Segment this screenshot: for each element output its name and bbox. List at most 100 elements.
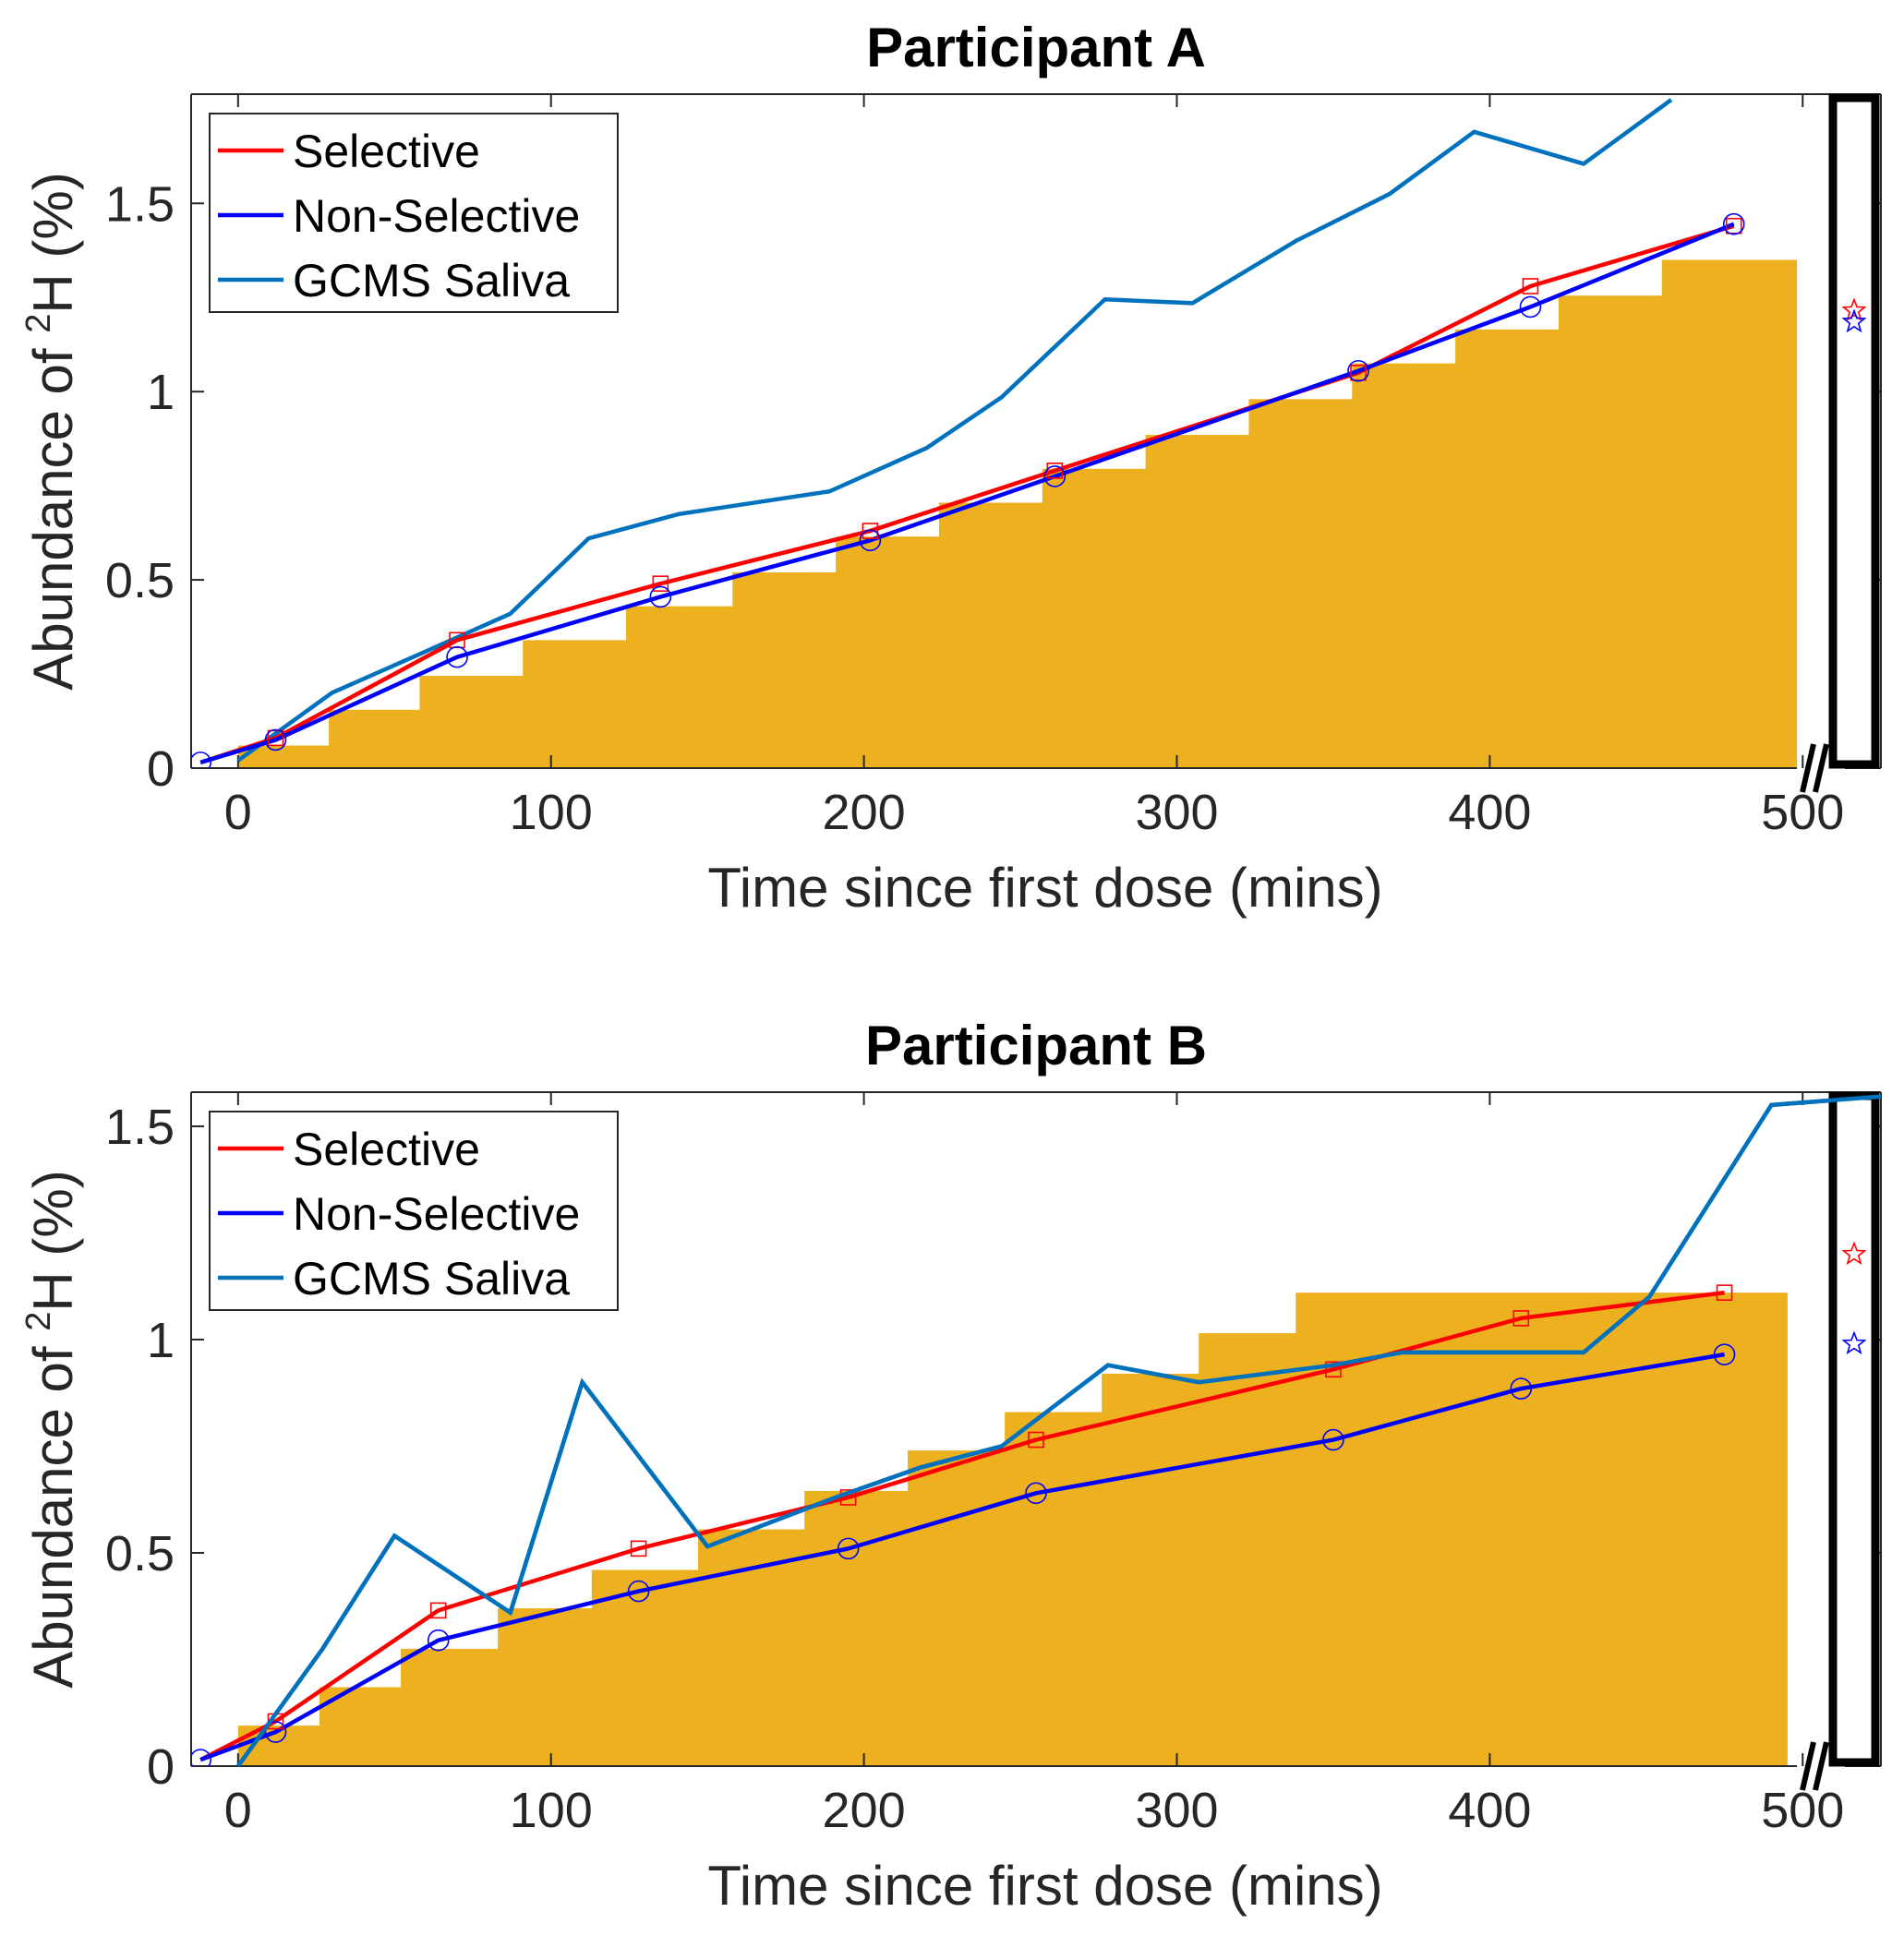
bar-8 <box>1005 1412 1103 1766</box>
axis-break-mark <box>1800 743 1816 793</box>
y-axis-label: Abundance of 2H (%) <box>19 1170 84 1688</box>
non-selective-marker <box>264 728 287 752</box>
axes <box>190 93 1882 769</box>
non-selective-marker <box>627 1580 650 1603</box>
chart-title: Participant A <box>866 17 1206 78</box>
selective-marker <box>630 1540 647 1557</box>
x-tick-label: 300 <box>1135 785 1218 840</box>
non-selective-star <box>1841 308 1867 333</box>
selective-marker <box>1028 1431 1044 1449</box>
selective-marker <box>1350 364 1367 381</box>
y-tick-label: 0 <box>147 741 175 797</box>
non-selective-marker <box>837 1537 860 1560</box>
y-axis-label-sup: 2 <box>19 314 58 333</box>
non-selective-star <box>1841 1330 1867 1355</box>
axis-break-mark <box>1813 743 1829 793</box>
chart-title: Participant B <box>865 1015 1207 1076</box>
legend-label: Selective <box>293 1124 480 1175</box>
y-axis-label-prefix: Abundance of <box>22 1331 84 1689</box>
bar-8 <box>1042 468 1147 768</box>
selective-marker <box>1522 278 1539 295</box>
bar-9 <box>1145 435 1250 768</box>
selective-marker <box>429 1602 447 1619</box>
legend-label: Selective <box>293 126 480 177</box>
bar-11 <box>1295 1293 1788 1766</box>
series <box>191 98 1745 768</box>
non-selective-marker <box>191 752 211 768</box>
non-selective-marker <box>649 585 672 608</box>
selective-marker <box>1716 1284 1733 1301</box>
legend-label: Non-Selective <box>293 1188 580 1240</box>
non-selective-marker <box>1510 1377 1533 1400</box>
x-tick-label: 100 <box>510 1783 593 1838</box>
bar-10 <box>1248 399 1353 768</box>
bar-2 <box>401 1648 499 1766</box>
bar-2 <box>419 676 524 768</box>
legend: Selective Non-Selective GCMS Saliva <box>209 1111 619 1311</box>
selective-star <box>1841 1241 1867 1266</box>
legend-label: GCMS Saliva <box>293 255 570 307</box>
selective-marker <box>1046 463 1064 479</box>
non-selective-marker <box>264 1721 287 1743</box>
bar-6 <box>836 536 940 768</box>
y-tick-label: 0 <box>147 1739 175 1795</box>
bar-1 <box>329 709 420 768</box>
non-selective-marker <box>1043 465 1066 487</box>
x-tick-label: 300 <box>1135 1783 1218 1838</box>
non-selective-marker <box>1347 359 1369 382</box>
axis-break-mark <box>1800 1741 1816 1791</box>
bar-5 <box>732 571 837 768</box>
x-axis-label: Time since first dose (mins) <box>707 1855 1382 1917</box>
bar-9 <box>1102 1373 1199 1766</box>
y-tick-label: 1.5 <box>105 176 175 232</box>
series-line-selective <box>199 223 1735 765</box>
extrapolation-box <box>1828 93 1880 769</box>
selective-marker <box>1725 217 1742 234</box>
non-selective-marker <box>446 645 468 668</box>
extrapolation-box <box>1828 1091 1880 1767</box>
x-tick-label: 0 <box>224 785 252 840</box>
series-line-gcms <box>236 98 1673 763</box>
y-tick-label: 0.5 <box>105 553 175 608</box>
bar-7 <box>938 502 1043 768</box>
x-axis-label: Time since first dose (mins) <box>707 857 1382 919</box>
selective-marker <box>1325 1361 1342 1378</box>
bar-5 <box>698 1529 805 1766</box>
panel-participant-b: Participant B 0 100 200 300 400 500 0 0.5 1 1.5 Tim… <box>19 1015 1882 1917</box>
legend: Selective Non-Selective GCMS Saliva <box>209 113 619 313</box>
legend-label: Non-Selective <box>293 190 580 242</box>
y-axis-label: Abundance of 2H (%) <box>19 172 84 690</box>
y-tick-label: 1.5 <box>105 1100 175 1155</box>
legend-box <box>209 113 619 313</box>
bar-13 <box>1558 295 1663 768</box>
y-axis-label-suffix: H (%) <box>22 1170 84 1311</box>
panel-participant-a: Participant A 0 100 200 300 400 500 0 0.5 1 1.5 Tim… <box>19 17 1882 919</box>
bar-11 <box>1352 363 1456 768</box>
bar-6 <box>804 1490 909 1766</box>
non-selective-marker <box>427 1629 450 1652</box>
series-overlay <box>236 1094 1881 1766</box>
bar-4 <box>626 606 733 768</box>
legend-label: GCMS Saliva <box>293 1253 570 1305</box>
selective-marker <box>862 523 879 539</box>
selective-marker <box>652 575 669 592</box>
series-line-non-selective <box>199 1352 1725 1762</box>
non-selective-marker <box>1322 1428 1344 1451</box>
x-tick-label: 200 <box>823 1783 906 1838</box>
bar-14 <box>1661 259 1798 768</box>
x-tick-label: 500 <box>1761 1783 1844 1838</box>
series-line-gcms-overlay <box>236 1094 1881 1766</box>
non-selective-marker <box>859 529 882 552</box>
x-tick-label: 200 <box>823 785 906 840</box>
x-tick-label: 400 <box>1448 785 1531 840</box>
non-selective-marker <box>1713 1343 1736 1365</box>
bar-3 <box>523 640 627 768</box>
bars <box>237 259 1798 768</box>
bar-7 <box>908 1450 1006 1766</box>
x-tick-label: 500 <box>1761 785 1844 840</box>
y-axis-label-sup: 2 <box>19 1312 58 1331</box>
y-tick-label: 1 <box>147 1313 175 1368</box>
non-selective-marker <box>1025 1482 1047 1505</box>
x-tick-label: 100 <box>510 785 593 840</box>
y-axis-label-prefix: Abundance of <box>22 333 84 691</box>
